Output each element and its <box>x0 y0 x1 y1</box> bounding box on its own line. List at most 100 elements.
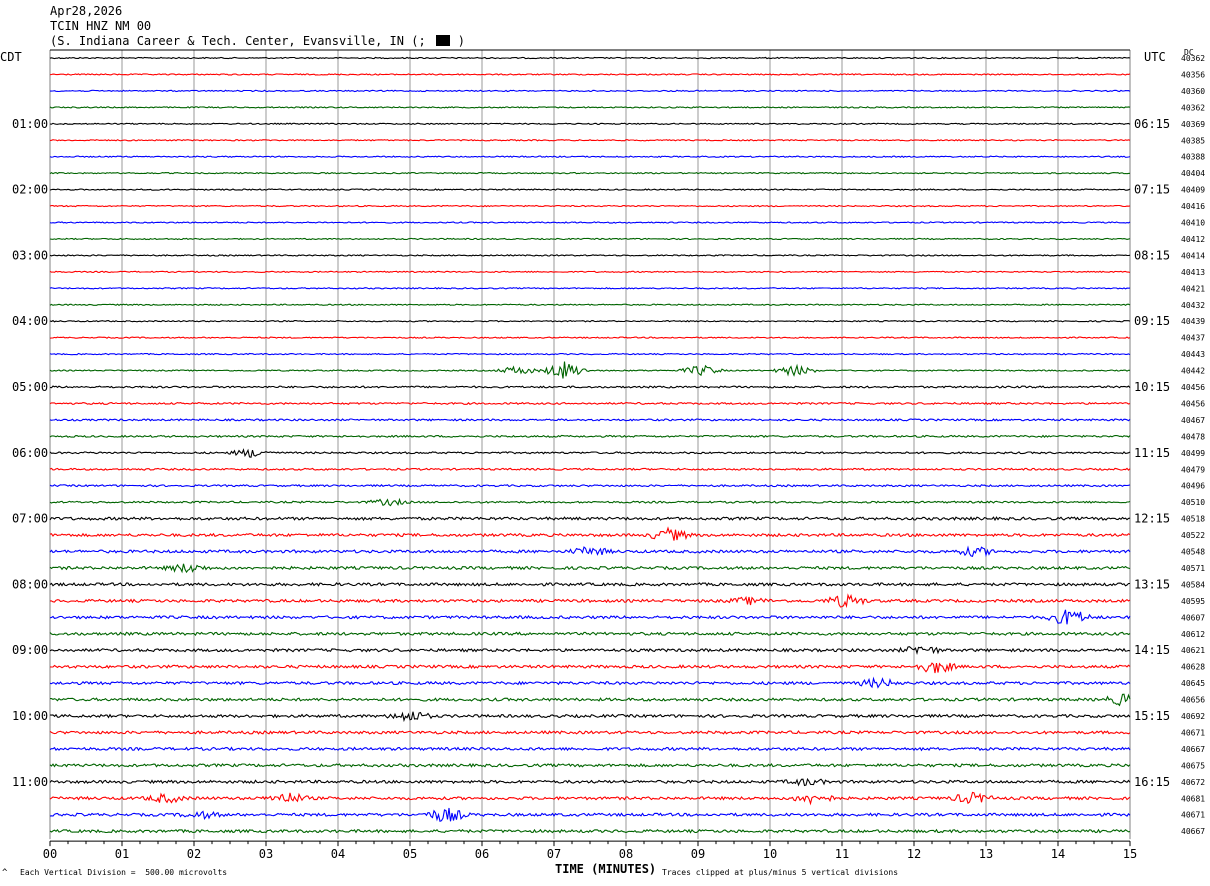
utc-hour-label: 09:15 <box>1134 314 1170 328</box>
trace-11 <box>49 237 1131 241</box>
dc-offset-label: 40499 <box>1181 449 1205 458</box>
dc-offset-label: 40456 <box>1181 383 1205 392</box>
trace-39 <box>50 693 1131 707</box>
station-location-close: ) <box>457 34 465 48</box>
trace-44 <box>49 777 1131 787</box>
x-tick-label: 14 <box>1051 847 1065 861</box>
dc-offset-label: 40412 <box>1181 235 1205 244</box>
dc-offset-label: 40437 <box>1181 334 1205 343</box>
dc-offset-label: 40510 <box>1181 498 1205 507</box>
dc-offset-label: 40388 <box>1181 153 1205 162</box>
x-tick-label: 11 <box>835 847 849 861</box>
cdt-hour-labels: 01:00 02:00 03:00 04:00 05:00 06:00 07:00 08:00… <box>12 117 48 789</box>
utc-hour-label: 07:15 <box>1134 183 1170 197</box>
cdt-hour-label: 10:00 <box>12 709 48 723</box>
dc-offset-label: 40432 <box>1181 301 1205 310</box>
dc-offset-label: 40362 <box>1181 103 1205 112</box>
trace-24 <box>49 448 1131 458</box>
trace-17 <box>49 336 1131 339</box>
x-axis-title: TIME (MINUTES) <box>555 862 657 876</box>
trace-16 <box>49 319 1131 323</box>
record-date: Apr28,2026 <box>50 4 123 18</box>
trace-7 <box>49 171 1131 175</box>
utc-hour-label: 16:15 <box>1134 775 1170 789</box>
dc-offset-label: 40681 <box>1181 794 1205 803</box>
x-tick-label: 04 <box>331 847 345 861</box>
trace-45 <box>49 791 1131 806</box>
dc-offset-label: 40416 <box>1181 202 1205 211</box>
dc-offset-labels: 40362 40356 40360 40362 40369 40385 40388 40404… <box>1181 54 1205 836</box>
trace-40 <box>49 711 1131 723</box>
x-tick-label: 13 <box>979 847 993 861</box>
dc-offset-label: 40628 <box>1181 663 1205 672</box>
x-tick-label: 02 <box>187 847 201 861</box>
vertical-division-note: Each Vertical Division = 500.00 microvol… <box>20 868 228 877</box>
trace-15 <box>49 303 1131 306</box>
dc-offset-label: 40421 <box>1181 284 1205 293</box>
dc-offset-label: 40360 <box>1181 87 1205 96</box>
dc-offset-label: 40548 <box>1181 548 1205 557</box>
utc-hour-label: 08:15 <box>1134 248 1170 262</box>
trace-22 <box>49 418 1131 422</box>
utc-hour-label: 12:15 <box>1134 512 1170 526</box>
trace-36 <box>49 646 1131 655</box>
trace-21 <box>49 401 1131 406</box>
cdt-hour-label: 02:00 <box>12 183 48 197</box>
station-location-text: (S. Indiana Career & Tech. Center, Evans… <box>50 34 426 48</box>
trace-13 <box>49 270 1131 274</box>
trace-1 <box>49 73 1131 76</box>
dc-offset-label: 40656 <box>1181 696 1205 705</box>
cdt-hour-label: 04:00 <box>12 314 48 328</box>
dc-offset-label: 40496 <box>1181 482 1205 491</box>
trace-2 <box>50 89 1131 93</box>
dc-offset-label: 40369 <box>1181 120 1205 129</box>
utc-hour-labels: 06:15 07:15 08:15 09:15 10:15 11:15 12:15 13:15… <box>1134 117 1170 789</box>
trace-33 <box>50 593 1131 609</box>
trace-9 <box>49 204 1131 208</box>
clip-note: Traces clipped at plus/minus 5 vertical … <box>662 868 899 877</box>
station-logo-icon <box>435 35 450 46</box>
dc-offset-label: 40675 <box>1181 761 1205 770</box>
utc-hour-label: 10:15 <box>1134 380 1170 394</box>
trace-20 <box>49 385 1131 389</box>
x-tick-label: 01 <box>115 847 129 861</box>
dc-offset-label: 40518 <box>1181 515 1205 524</box>
cdt-hour-label: 06:00 <box>12 446 48 460</box>
trace-group <box>49 56 1131 834</box>
trace-47 <box>49 828 1131 834</box>
dc-offset-label: 40404 <box>1181 169 1205 178</box>
trace-25 <box>49 467 1131 471</box>
dc-offset-label: 40692 <box>1181 712 1205 721</box>
cdt-hour-label: 03:00 <box>12 248 48 262</box>
trace-38 <box>49 676 1131 689</box>
x-tick-label: 12 <box>907 847 921 861</box>
dc-offset-label: 40672 <box>1181 778 1205 787</box>
x-tick-label: 07 <box>547 847 561 861</box>
trace-42 <box>49 746 1131 752</box>
utc-hour-label: 06:15 <box>1134 117 1170 131</box>
utc-hour-label: 11:15 <box>1134 446 1170 460</box>
dc-offset-label: 40385 <box>1181 136 1205 145</box>
utc-hour-label: 14:15 <box>1134 643 1170 657</box>
dc-offset-label: 40456 <box>1181 399 1205 408</box>
left-timezone-label: CDT <box>0 50 22 64</box>
trace-29 <box>49 526 1131 541</box>
trace-26 <box>49 484 1131 488</box>
dc-offset-label: 40467 <box>1181 416 1205 425</box>
trace-10 <box>49 221 1131 224</box>
x-tick-label: 09 <box>691 847 705 861</box>
dc-offset-label: 40584 <box>1181 580 1205 589</box>
x-tick-label: 06 <box>475 847 489 861</box>
dc-offset-label: 40522 <box>1181 531 1205 540</box>
dc-offset-label: 40443 <box>1181 350 1205 359</box>
station-id: TCIN HNZ NM 00 <box>50 19 152 33</box>
x-tick-label: 15 <box>1123 847 1137 861</box>
trace-8 <box>49 188 1131 191</box>
minute-grid <box>49 49 1131 840</box>
dc-offset-label: 40442 <box>1181 367 1205 376</box>
dc-offset-label: 40595 <box>1181 597 1205 606</box>
trace-18 <box>49 352 1131 356</box>
trace-0 <box>49 56 1131 60</box>
x-tick-label: 03 <box>259 847 273 861</box>
